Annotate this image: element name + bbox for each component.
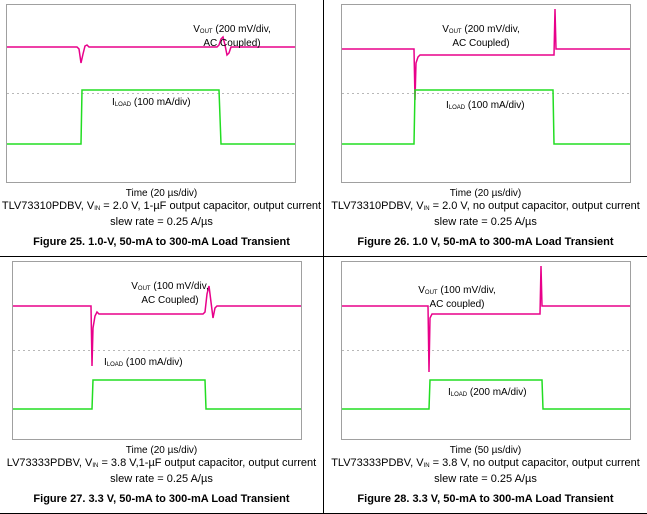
vout-label: VOUT (100 mV/div, AC Coupled)	[131, 281, 209, 306]
iload-label: ILOAD (200 mA/div)	[448, 387, 527, 398]
scope-svg	[13, 285, 301, 410]
cell-divider-vertical	[323, 0, 324, 514]
iload-label: ILOAD (100 mA/div)	[104, 357, 183, 368]
figure-28: VOUT (100 mV/div, AC coupled) ILOAD (200 …	[324, 257, 647, 514]
figure-26: VOUT (200 mV/div, AC Coupled) ILOAD (100 …	[324, 0, 647, 257]
figure-caption: LV73333PDBV, VIN = 3.8 V,1-µF output cap…	[6, 457, 317, 485]
cell-divider-horizontal	[0, 256, 647, 257]
figure-title: Figure 25. 1.0-V, 50-mA to 300-mA Load T…	[33, 236, 290, 248]
vout-trace	[342, 8, 630, 101]
iload-label: ILOAD (100 mA/div)	[112, 97, 191, 108]
time-axis-label: Time (20 µs/div)	[125, 188, 198, 199]
figure-caption: TLV73333PDBV, VIN = 3.8 V, no output cap…	[331, 457, 640, 485]
figure-title: Figure 27. 3.3 V, 50-mA to 300-mA Load T…	[33, 493, 290, 505]
time-axis-label: Time (20 µs/div)	[449, 188, 522, 199]
figure-caption: TLV73310PDBV, VIN = 2.0 V, 1-µF output c…	[1, 200, 322, 228]
scope-svg	[7, 35, 295, 145]
figure-caption: TLV73310PDBV, VIN = 2.0 V, no output cap…	[331, 200, 640, 228]
time-axis-label: Time (20 µs/div)	[125, 445, 198, 456]
scope-svg	[342, 8, 630, 145]
iload-trace	[13, 379, 301, 410]
scope-plot: VOUT (100 mV/div, AC Coupled) ILOAD (100 …	[12, 261, 302, 440]
iload-trace	[342, 379, 630, 410]
scope-plot: VOUT (200 mV/div, AC Coupled) ILOAD (100 …	[6, 4, 296, 183]
figure-title: Figure 28. 3.3 V, 50-mA to 300-mA Load T…	[357, 493, 614, 505]
scope-plot: VOUT (100 mV/div, AC coupled) ILOAD (200 …	[341, 261, 631, 440]
vout-trace	[13, 285, 301, 367]
vout-trace	[342, 265, 630, 373]
vout-label: VOUT (200 mV/div, AC Coupled)	[442, 24, 520, 49]
vout-label: VOUT (200 mV/div, AC Coupled)	[193, 24, 271, 49]
figure-title: Figure 26. 1.0 V, 50-mA to 300-mA Load T…	[357, 236, 614, 248]
figure-25: VOUT (200 mV/div, AC Coupled) ILOAD (100 …	[0, 0, 323, 257]
iload-trace	[342, 89, 630, 145]
iload-trace	[7, 89, 295, 145]
scope-plot: VOUT (200 mV/div, AC Coupled) ILOAD (100 …	[341, 4, 631, 183]
iload-label: ILOAD (100 mA/div)	[446, 100, 525, 111]
vout-label: VOUT (100 mV/div, AC coupled)	[418, 285, 496, 310]
scope-svg	[342, 265, 630, 410]
figure-27: VOUT (100 mV/div, AC Coupled) ILOAD (100 …	[0, 257, 323, 514]
time-axis-label: Time (50 µs/div)	[449, 445, 522, 456]
vout-trace	[7, 35, 295, 64]
